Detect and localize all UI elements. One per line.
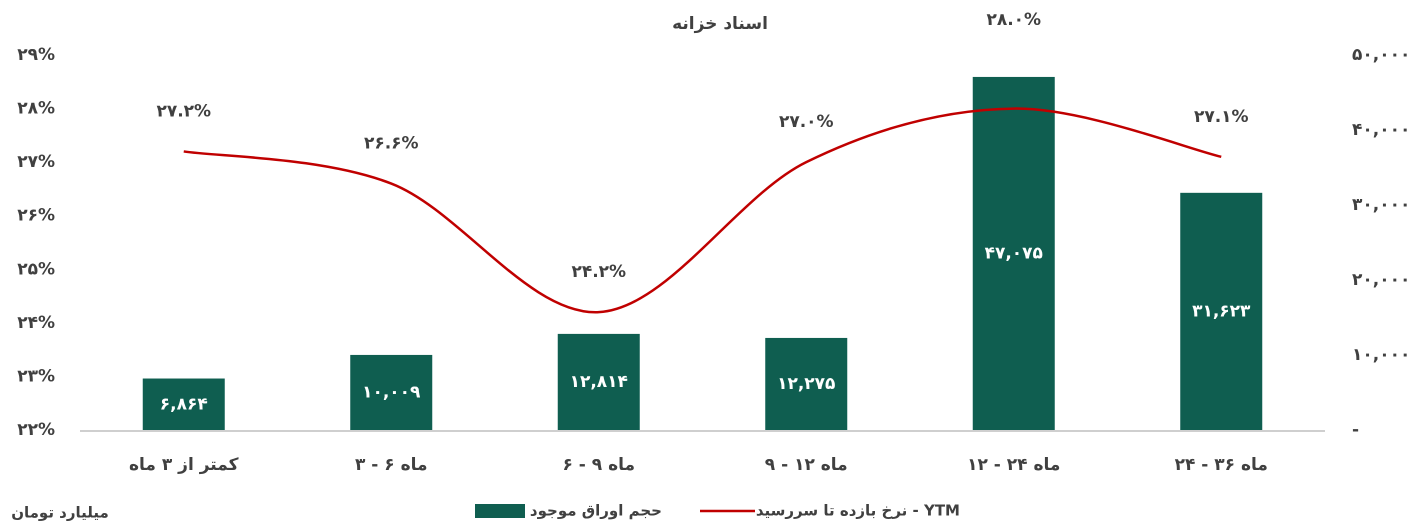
x-tick-label: کمتر از ۳ ماه — [129, 455, 239, 475]
y-tick-label: ۲۴% — [17, 313, 55, 333]
y-tick-label: ۲۵% — [17, 259, 55, 279]
line-value-label: ۲۷.۲% — [156, 101, 211, 121]
y-tick-label: ۲۷% — [17, 152, 55, 172]
y2-tick-label: ۳۰,۰۰۰ — [1352, 195, 1409, 215]
legend-label: نرخ بازده تا سررسید - YTM — [756, 502, 960, 520]
legend-swatch — [475, 504, 525, 518]
bar-value-label: ۱۰,۰۰۹ — [362, 382, 421, 402]
y-tick-label: ۲۶% — [17, 206, 55, 226]
y2-tick-label: ۱۰,۰۰۰ — [1352, 345, 1409, 365]
line-value-label: ۲۷.۰% — [779, 112, 834, 132]
chart-title: اسناد خزانه — [672, 14, 768, 34]
line-value-label: ۲۶.۶% — [364, 134, 419, 154]
y-tick-label: ۲۳% — [17, 366, 55, 386]
line-value-label: ۲۸.۰% — [986, 10, 1041, 30]
x-tick-label: ۳ - ۶ ماه — [355, 455, 428, 475]
y2-tick-label: ۴۰,۰۰۰ — [1352, 120, 1409, 140]
y-tick-label: ۲۹% — [17, 45, 55, 65]
x-tick-label: ۹ - ۱۲ ماه — [765, 455, 848, 475]
bar — [765, 337, 848, 430]
bar-value-label: ۱۲,۲۷۵ — [777, 374, 835, 394]
x-tick-label: ۱۲ - ۲۴ ماه — [967, 455, 1060, 475]
line-value-label: ۲۴.۲% — [571, 262, 626, 282]
y2-tick-label: ۵۰,۰۰۰ — [1352, 45, 1409, 65]
line — [183, 107, 1222, 314]
bar — [972, 76, 1055, 430]
bar-value-label: ۴۷,۰۷۵ — [985, 243, 1043, 263]
y2-tick-label: ۲۰,۰۰۰ — [1352, 270, 1409, 290]
bar-value-label: ۳۱,۶۲۳ — [1192, 301, 1251, 321]
bar — [1180, 192, 1263, 430]
bar-value-label: ۱۲,۸۱۴ — [570, 372, 628, 392]
y-tick-label: ۲۲% — [17, 420, 55, 440]
y-tick-label: ۲۸% — [17, 99, 55, 119]
bar — [557, 333, 640, 430]
y2-tick-label: - — [1352, 420, 1359, 440]
x-tick-label: ۶ - ۹ ماه — [562, 455, 635, 475]
x-tick-label: ۲۴ - ۳۶ ماه — [1175, 455, 1268, 475]
bar — [350, 354, 433, 430]
unit-note: میلیارد تومان — [11, 504, 109, 522]
bar — [142, 378, 225, 430]
bar-value-label: ۶,۸۶۴ — [160, 394, 208, 414]
legend-label: حجم اوراق موجود — [530, 502, 662, 520]
line-value-label: ۲۷.۱% — [1194, 107, 1249, 127]
